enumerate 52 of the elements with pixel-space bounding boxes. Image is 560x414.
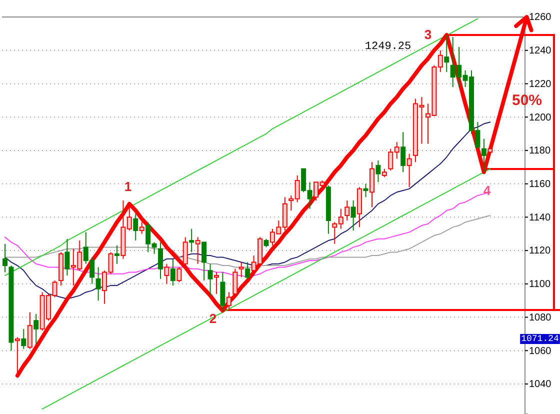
candlestick [400, 132, 406, 173]
y-tick-label: 1140 [529, 212, 551, 224]
candlestick [139, 222, 144, 234]
candlestick [114, 245, 120, 264]
y-tick-label: 1220 [529, 78, 552, 90]
candlestick [406, 153, 412, 188]
candlestick [164, 263, 170, 284]
candlestick [202, 242, 207, 282]
y-tick-label: 1040 [529, 379, 552, 390]
candlestick [189, 228, 194, 253]
candlestick [369, 162, 374, 208]
candlestick [176, 266, 182, 283]
candlestick [350, 200, 356, 232]
line-series [4, 18, 478, 276]
candlestick [214, 272, 219, 294]
y-tick-label: 1260 [529, 12, 552, 24]
annotation: 3 [424, 27, 432, 42]
candlestick [96, 266, 101, 302]
candlestick [238, 262, 244, 278]
candlestick [27, 312, 32, 350]
y-tick-label: 1240 [529, 46, 552, 57]
candlestick [195, 236, 200, 264]
candlestick [170, 258, 176, 286]
y-tick-label: 1080 [529, 312, 552, 324]
candlestick [363, 183, 368, 198]
y-tick-label: 1120 [529, 246, 551, 257]
candlestick [226, 292, 232, 310]
candlestick [64, 238, 70, 276]
text: 50% [512, 92, 542, 109]
candlestick [444, 34, 450, 73]
y-tick-label: 1160 [529, 179, 551, 190]
candlestick [21, 328, 26, 350]
candlestick [133, 213, 138, 242]
text: 1071.24 [521, 334, 559, 344]
annotation: 1249.25 [364, 41, 412, 53]
candlestick [2, 243, 8, 273]
candlestick [220, 272, 226, 312]
candlestick [245, 262, 250, 280]
candlestick [208, 263, 213, 296]
line-series [42, 168, 491, 410]
y-tick-label: 1060 [529, 346, 552, 357]
y-tick-label: 1200 [529, 112, 552, 124]
candlestick [232, 268, 238, 296]
candlestick [344, 200, 350, 222]
candlestick [376, 160, 381, 183]
annotation: 1 [124, 179, 132, 194]
candlestick [481, 138, 486, 173]
candlestick [34, 313, 39, 344]
y-tick-label: 1180 [529, 146, 551, 157]
candlestick [182, 236, 188, 266]
candlestick [158, 242, 163, 280]
y-tick-label: 1100 [529, 279, 551, 290]
